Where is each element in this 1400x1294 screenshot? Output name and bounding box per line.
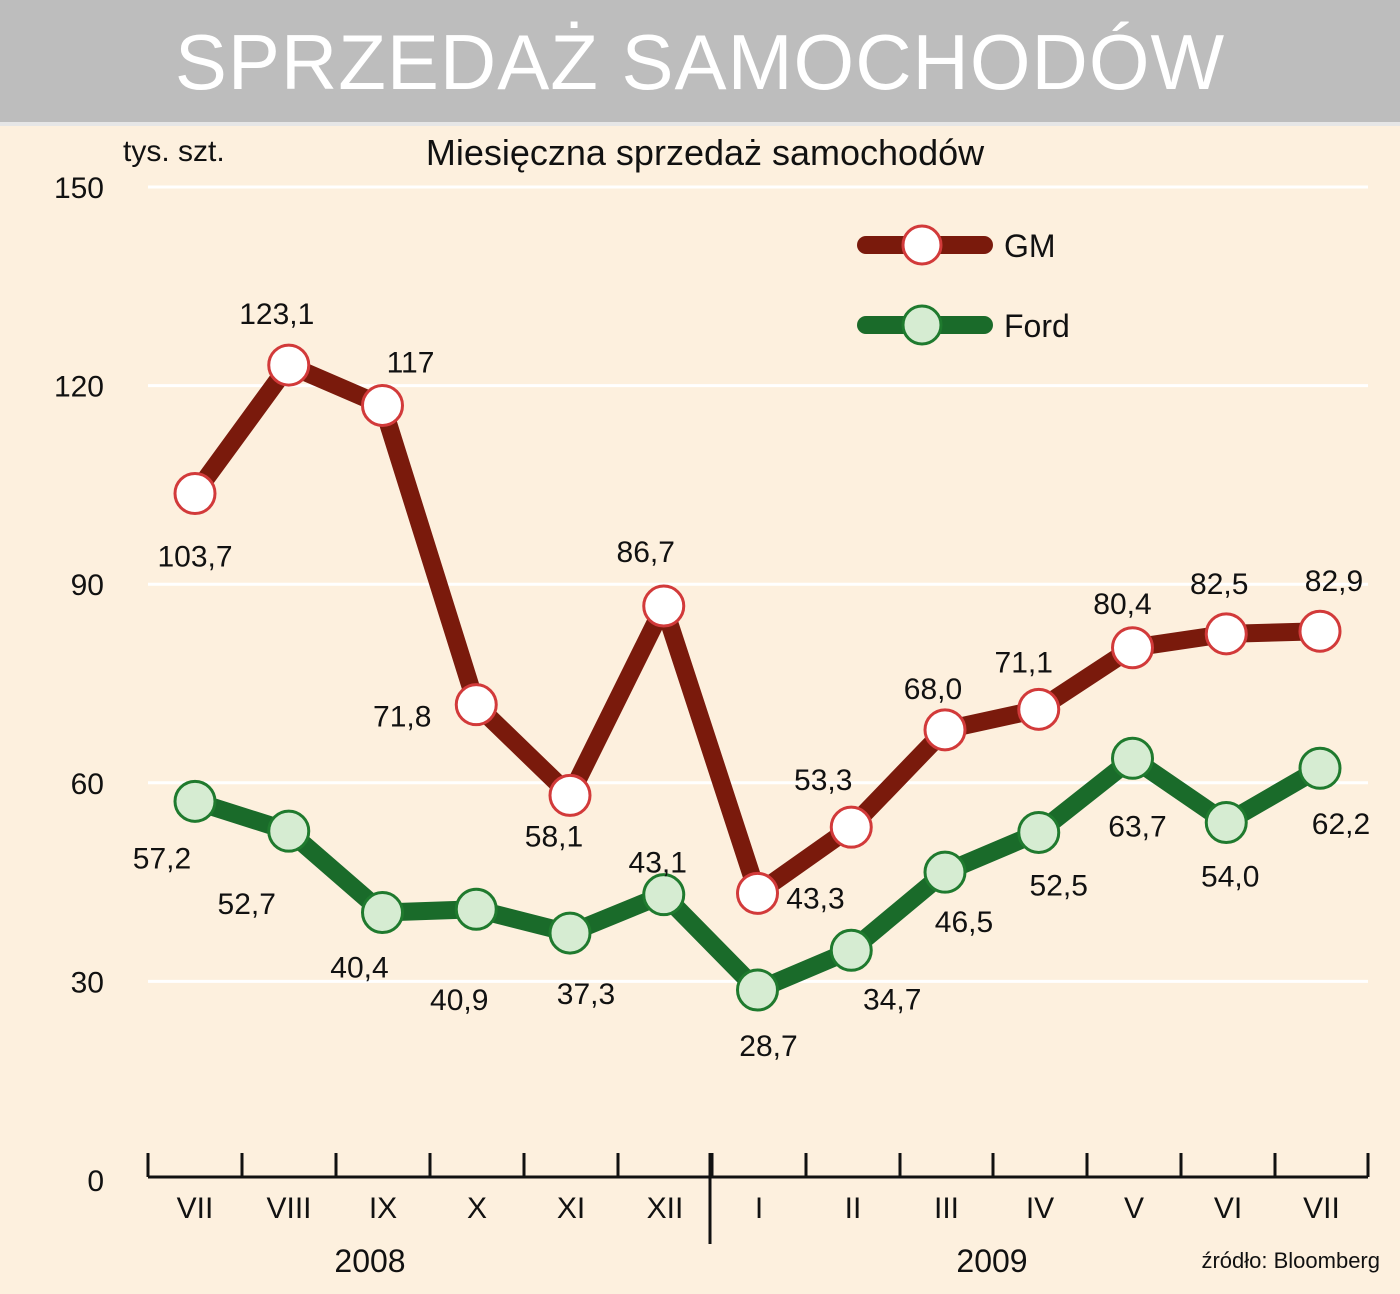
x-tick-label: VII [1303,1192,1340,1225]
gm-point [1204,612,1248,656]
gridlines [148,185,1368,983]
gm-point [923,708,967,752]
x-tick-label: XI [557,1192,585,1225]
data-labels: 103,7 123,1 117 71,8 58,1 86,7 43,3 53,3 68,0 71,… [133,298,1370,1063]
y-axis-unit-label: tys. szt. [123,135,225,168]
gm-point [642,584,686,628]
gm-point [829,805,873,849]
gm-point [736,871,779,915]
source-note: źródło: Bloomberg [1201,1248,1380,1273]
ford-data-label: 37,3 [557,978,615,1011]
y-axis-ticks: 0 30 60 90 120 150 [54,172,104,1198]
y-tick-label: 120 [54,371,104,404]
ford-data-label: 40,9 [430,984,488,1017]
title-banner: SPRZEDAŻ SAMOCHODÓW [0,0,1400,126]
gm-data-label: 58,1 [525,820,583,853]
gm-point [267,343,311,387]
y-tick-label: 90 [71,569,104,602]
ford-data-label: 62,2 [1312,808,1370,841]
y-tick-label: 30 [71,966,104,999]
ford-point [1017,810,1061,854]
x-tick-label: VII [177,1192,214,1225]
gm-point [1298,609,1342,653]
ford-point [736,968,779,1012]
series-markers [173,343,1342,1012]
x-tick-label: III [934,1192,959,1225]
gm-point [1017,687,1061,731]
ford-point [173,779,217,823]
x-tick-label: XII [647,1192,684,1225]
gm-point [361,383,404,427]
legend-swatch-marker [901,224,943,266]
ford-data-label: 40,4 [330,952,388,985]
x-tick-label: V [1124,1192,1144,1225]
gm-data-label: 117 [387,346,435,379]
ford-point [923,850,967,894]
ford-point [1204,801,1248,845]
gm-point [1111,626,1154,670]
ford-point [1298,746,1342,790]
gm-data-label: 103,7 [157,541,232,574]
x-tick-label: X [467,1192,487,1225]
gm-data-label: 71,1 [995,646,1053,679]
x-tick-label: VI [1214,1192,1242,1225]
ford-data-label: 52,5 [1030,869,1088,902]
ford-point [642,873,686,917]
ford-point [548,911,592,955]
ford-data-label: 34,7 [863,983,921,1016]
y-tick-label: 150 [54,172,104,205]
x-tick-label: IV [1026,1192,1054,1225]
gm-data-label: 43,3 [786,882,844,915]
ford-point [1111,736,1154,780]
x-tick-label: IX [369,1192,397,1225]
ford-data-label: 52,7 [218,888,276,921]
gm-data-label: 68,0 [904,673,962,706]
legend: GM Ford [857,224,1070,346]
chart-title: Miesięczna sprzedaż samochodów [426,132,985,173]
y-tick-label: 0 [87,1165,104,1198]
ford-point [829,928,873,972]
legend-label: GM [1004,228,1056,264]
gm-data-label: 71,8 [373,701,431,734]
gm-data-label: 82,5 [1190,568,1248,601]
ford-data-label: 54,0 [1201,861,1259,894]
gm-data-label: 80,4 [1093,588,1151,621]
gm-data-label: 86,7 [617,536,675,569]
ford-point [454,887,498,931]
gm-data-label: 82,9 [1305,565,1363,598]
ford-data-label: 57,2 [133,842,191,875]
ford-point [267,809,311,853]
x-tick-label: II [845,1192,862,1225]
legend-label: Ford [1004,308,1070,344]
y-tick-label: 60 [71,768,104,801]
year-label: 2009 [956,1243,1027,1279]
x-tick-label: VIII [266,1192,311,1225]
gm-data-label: 53,3 [794,764,852,797]
gm-point [173,472,217,516]
x-tick-label: I [755,1192,763,1225]
gm-point [548,773,592,817]
legend-swatch-marker [901,304,943,346]
page-title: SPRZEDAŻ SAMOCHODÓW [174,18,1226,106]
gm-data-label: 123,1 [239,298,314,331]
year-label: 2008 [334,1243,405,1279]
ford-data-label: 43,1 [629,847,687,880]
ford-data-label: 46,5 [935,906,993,939]
ford-data-label: 63,7 [1108,810,1166,843]
ford-point [361,891,404,935]
ford-data-label: 28,7 [739,1030,797,1063]
gm-point [454,683,498,727]
